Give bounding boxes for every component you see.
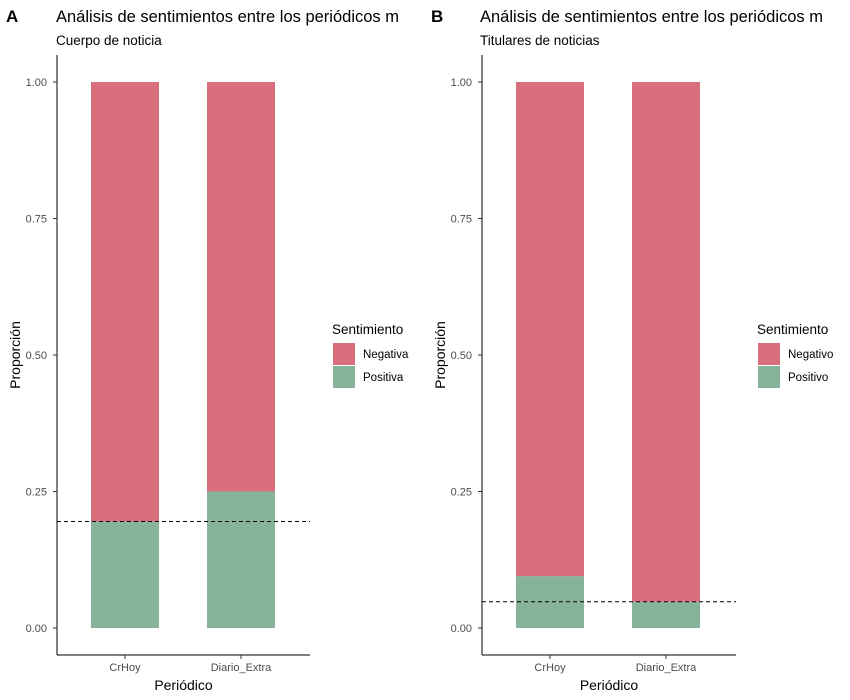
y-tick-label: 0.00 [26, 623, 47, 635]
legend-swatch [758, 366, 780, 388]
panel-tag: A [6, 7, 18, 26]
x-axis-title: Periódico [154, 677, 213, 693]
legend-swatch [333, 366, 355, 388]
bar-crhoy-negativa [91, 82, 159, 522]
y-tick-label: 0.00 [451, 623, 472, 635]
bar-diario-extra-positivo [632, 601, 700, 628]
panel-a: Análisis de sentimientos entre los perió… [7, 8, 409, 693]
y-tick-label: 0.25 [26, 487, 47, 499]
y-tick-label: 0.75 [26, 214, 47, 226]
bar-diario-extra-negativa [207, 82, 275, 492]
chart-title: Análisis de sentimientos entre los perió… [480, 8, 823, 26]
chart-title: Análisis de sentimientos entre los perió… [56, 8, 399, 26]
x-tick-label: CrHoy [534, 662, 566, 674]
x-tick-label: Diario_Extra [211, 662, 272, 674]
y-tick-label: 0.75 [451, 214, 472, 226]
legend-swatch [758, 343, 780, 365]
chart-subtitle: Cuerpo de noticia [56, 33, 162, 48]
legend-label: Negativa [363, 349, 409, 361]
y-tick-label: 0.50 [26, 350, 47, 362]
bar-crhoy-positiva [91, 521, 159, 628]
y-tick-label: 0.25 [451, 487, 472, 499]
y-tick-label: 1.00 [26, 77, 47, 89]
y-axis-title: Proporción [432, 321, 448, 389]
bar-diario-extra-negativo [632, 82, 700, 602]
x-axis-title: Periódico [580, 677, 639, 693]
x-tick-label: Diario_Extra [636, 662, 697, 674]
y-axis-title: Proporción [7, 321, 23, 389]
bar-diario-extra-positiva [207, 491, 275, 628]
y-tick-label: 1.00 [451, 77, 472, 89]
legend: Sentimiento Negativa Positiva [332, 322, 409, 388]
panel-tag: B [431, 7, 443, 26]
chart-subtitle: Titulares de noticias [480, 33, 600, 48]
panel-b: Análisis de sentimientos entre los perió… [432, 8, 833, 693]
legend-label: Positiva [363, 372, 404, 384]
y-tick-label: 0.50 [451, 350, 472, 362]
bar-crhoy-negativo [516, 82, 584, 577]
legend-swatch [333, 343, 355, 365]
legend-label: Negativo [788, 349, 833, 361]
legend: Sentimiento Negativo Positivo [757, 322, 833, 388]
legend-title: Sentimiento [332, 322, 403, 337]
x-tick-label: CrHoy [109, 662, 141, 674]
legend-title: Sentimiento [757, 322, 828, 337]
legend-label: Positivo [788, 372, 828, 384]
